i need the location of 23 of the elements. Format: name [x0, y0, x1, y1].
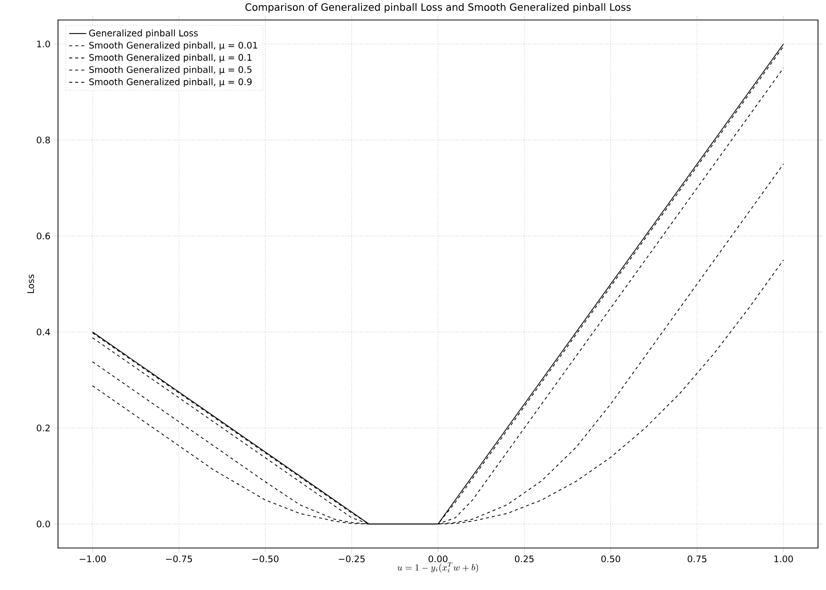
legend-label: Smooth Generalized pinball, μ = 0.01	[89, 42, 258, 50]
legend-label: Smooth Generalized pinball, μ = 0.1	[89, 54, 252, 63]
legend-label: Smooth Generalized pinball, μ = 0.5	[89, 66, 252, 75]
x-tick-label: −0.50	[252, 555, 278, 562]
x-tick-label: 0.75	[688, 555, 706, 562]
y-tick-label: 0.4	[36, 328, 50, 336]
x-tick-label: −0.25	[338, 555, 365, 562]
y-axis-title: Loss	[27, 274, 34, 293]
y-tick-label: 0.6	[36, 232, 50, 240]
x-tick-label: 1.00	[774, 555, 793, 562]
legend-label: Generalized pinball Loss	[89, 29, 198, 38]
y-tick-label: 1.0	[37, 40, 50, 48]
x-tick-label: −0.75	[166, 555, 192, 562]
y-tick-label: 0.8	[36, 136, 50, 144]
x-tick-label: −1.00	[80, 555, 106, 562]
x-tick-label: 0.50	[601, 555, 620, 562]
y-tick-label: 0.2	[36, 424, 50, 432]
x-axis-title: $u = 1 - y_i(x_i^{T} w + b)$	[397, 562, 478, 573]
y-tick-label: 0.0	[36, 520, 50, 528]
x-tick-label: 0.00	[428, 555, 448, 562]
x-tick-label: 0.25	[514, 555, 534, 562]
legend-label: Smooth Generalized pinball, μ = 0.9	[89, 78, 252, 87]
chart-title: Comparison of Generalized pinball Loss and Smooth Generalized pinball Loss	[245, 3, 631, 13]
